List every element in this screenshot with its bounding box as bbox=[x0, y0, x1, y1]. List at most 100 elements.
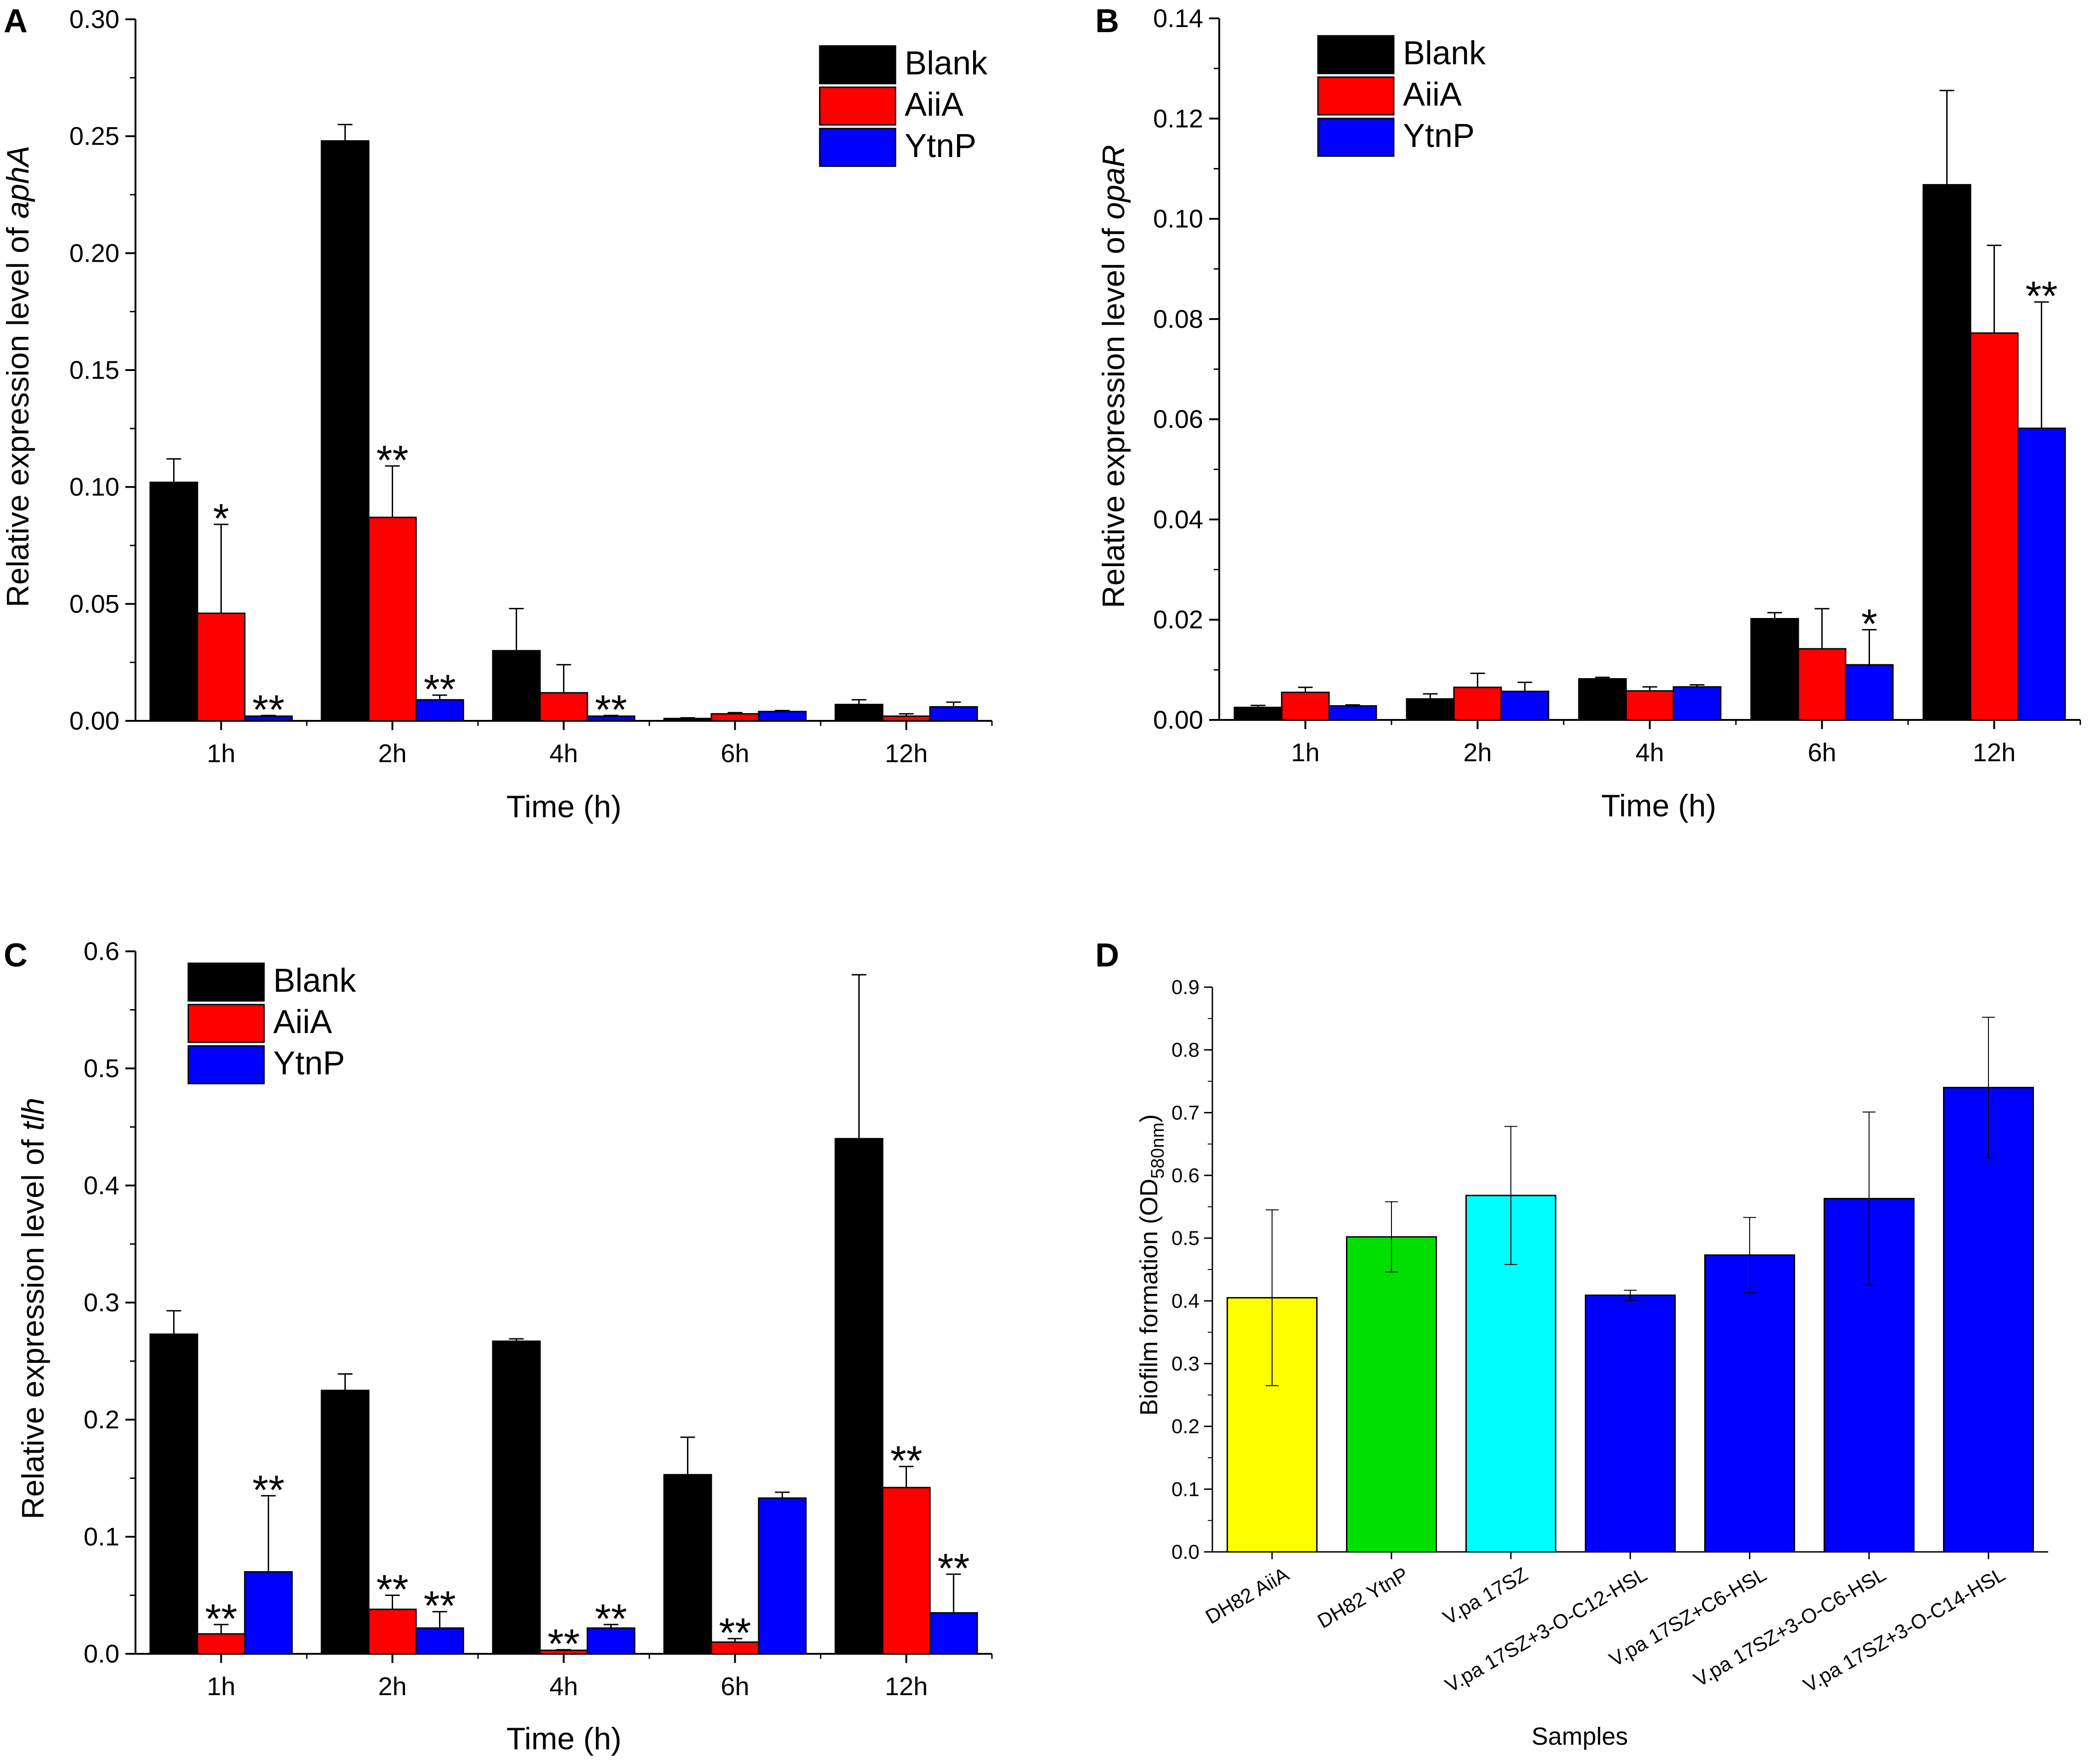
panel-c-letter: C bbox=[4, 937, 28, 974]
significance-mark: ** bbox=[595, 1596, 627, 1642]
panel-d-letter: D bbox=[1095, 937, 1119, 974]
panel-d-y-axis-title: Biofilm formation (OD580nm) bbox=[1135, 1114, 1168, 1416]
panel-b-x-axis-title: Time (h) bbox=[1601, 788, 1717, 823]
bar-blank-4h bbox=[492, 650, 541, 722]
x-tick-label: 2h bbox=[378, 739, 406, 768]
y-tick-label: 0.7 bbox=[1171, 1101, 1200, 1124]
bar-ytnp-1h bbox=[1328, 705, 1377, 721]
panel-a-chart: A Relative expression level of aphA Time… bbox=[0, 3, 993, 824]
bar-aiia-1h bbox=[1281, 691, 1330, 721]
significance-mark: ** bbox=[423, 667, 456, 713]
y-tick-label: 0.10 bbox=[1153, 204, 1203, 233]
y-tick-label: 0.04 bbox=[1153, 505, 1203, 534]
bar-aiia-2h bbox=[368, 1608, 417, 1655]
panel-a-bars bbox=[149, 140, 978, 722]
bar-aiia-1h bbox=[197, 612, 246, 722]
y-tick-label: 0.5 bbox=[84, 1054, 119, 1083]
bar-aiia-12h bbox=[882, 715, 931, 722]
bar-7 bbox=[1943, 1087, 2034, 1553]
panel-a-legend: Blank AiiA YtnP bbox=[819, 45, 988, 167]
bar-aiia-12h bbox=[1970, 332, 2019, 721]
x-tick-label: 6h bbox=[1808, 738, 1836, 767]
panel-b-axes: 0.00 0.02 0.04 0.06 0.08 0.10 0.12 0.14 1h 2h 4h 6h… bbox=[1153, 4, 2081, 767]
legend-swatch-blank bbox=[187, 962, 265, 1002]
bar-blank-12h bbox=[834, 1138, 884, 1655]
panel-d-bars bbox=[1227, 1087, 2034, 1553]
bar-blank-6h bbox=[663, 718, 712, 722]
panel-a-letter: A bbox=[4, 3, 28, 39]
x-tick-label: 6h bbox=[721, 1672, 749, 1701]
panel-a-axes: 0.00 0.05 0.10 0.15 0.20 0.25 0.30 1h 2h 4h 6h 12h bbox=[69, 5, 993, 768]
panel-d-y-axis-sub: 580nm bbox=[1148, 1123, 1168, 1179]
x-tick-label: 1h bbox=[207, 1672, 235, 1701]
y-tick-label: 0.30 bbox=[69, 5, 119, 34]
x-tick-label: 12h bbox=[885, 1672, 928, 1701]
significance-mark: ** bbox=[937, 1546, 969, 1592]
bar-ytnp-12h bbox=[2017, 427, 2066, 721]
bar-aiia-12h bbox=[882, 1487, 931, 1655]
y-tick-label: 0.3 bbox=[84, 1288, 119, 1317]
panel-b-significance-marks: *** bbox=[1861, 274, 2058, 647]
bar-5 bbox=[1704, 1254, 1795, 1553]
y-tick-label: 0.9 bbox=[1171, 976, 1200, 999]
panel-d-y-axis-end: ) bbox=[1135, 1114, 1163, 1123]
panel-c-bars bbox=[149, 1138, 978, 1655]
y-tick-label: 0.14 bbox=[1153, 4, 1203, 33]
legend-label-blank: Blank bbox=[1403, 35, 1486, 72]
y-tick-label: 0.08 bbox=[1153, 304, 1203, 333]
legend-swatch-ytnp bbox=[1317, 118, 1395, 157]
bar-2 bbox=[1346, 1236, 1437, 1553]
y-tick-label: 0.4 bbox=[1171, 1290, 1200, 1312]
bar-aiia-4h bbox=[1625, 690, 1674, 721]
significance-mark: ** bbox=[890, 1438, 922, 1484]
x-tick-label: 1h bbox=[1291, 738, 1319, 767]
bar-blank-6h bbox=[1750, 618, 1799, 721]
y-tick-label: 0.3 bbox=[1171, 1353, 1200, 1375]
x-tick-label: 12h bbox=[885, 739, 928, 768]
bar-blank-1h bbox=[1233, 707, 1283, 721]
bar-blank-6h bbox=[663, 1474, 712, 1655]
x-tick-label: 2h bbox=[1463, 738, 1492, 767]
y-tick-label: 0.05 bbox=[69, 589, 119, 618]
bar-blank-2h bbox=[1406, 698, 1455, 721]
legend-swatch-blank bbox=[1317, 35, 1395, 74]
x-tick-label: V.pa 17SZ+3-O-C6-HSL bbox=[1690, 1563, 1890, 1691]
y-tick-label: 0.25 bbox=[69, 122, 119, 151]
y-tick-label: 0.1 bbox=[84, 1522, 119, 1551]
significance-mark: ** bbox=[205, 1596, 237, 1642]
panel-b-letter: B bbox=[1095, 3, 1119, 39]
x-tick-label: 4h bbox=[549, 1672, 578, 1701]
panel-b-chart: B Relative expression level of opaR Time… bbox=[1095, 3, 2081, 823]
panel-b-bars bbox=[1233, 184, 2066, 721]
x-tick-label: V.pa 17SZ+3-O-C12-HSL bbox=[1442, 1563, 1651, 1697]
panel-c-legend: Blank AiiA YtnP bbox=[187, 962, 356, 1084]
panel-c-y-axis-prefix: Relative expression level of bbox=[16, 1131, 51, 1520]
bar-ytnp-2h bbox=[1500, 691, 1549, 721]
bar-blank-1h bbox=[149, 481, 198, 722]
panel-a-y-axis-prefix: Relative expression level of bbox=[0, 219, 35, 607]
bar-ytnp-2h bbox=[415, 699, 464, 722]
panel-a-error-bars bbox=[166, 124, 961, 719]
y-tick-label: 0.5 bbox=[1171, 1227, 1200, 1250]
panel-b-y-axis-title: Relative expression level of opaR bbox=[1096, 145, 1131, 608]
panel-c-y-axis-title: Relative expression level of tlh bbox=[16, 1098, 51, 1519]
bar-ytnp-4h bbox=[586, 1627, 636, 1655]
legend-swatch-aiia bbox=[819, 86, 896, 126]
significance-mark: * bbox=[1861, 601, 1877, 647]
panel-a-x-axis-title: Time (h) bbox=[507, 789, 622, 824]
bar-ytnp-1h bbox=[244, 1571, 293, 1655]
panel-b-y-axis-gene: opaR bbox=[1096, 145, 1131, 219]
legend-label-aiia: AiiA bbox=[273, 1004, 332, 1040]
significance-mark: ** bbox=[547, 1621, 580, 1667]
x-tick-label: 1h bbox=[207, 739, 235, 768]
y-tick-label: 0.10 bbox=[69, 472, 119, 501]
x-tick-label: 2h bbox=[378, 1672, 406, 1701]
legend-label-ytnp: YtnP bbox=[905, 128, 976, 164]
bar-ytnp-6h bbox=[758, 1497, 807, 1655]
panel-d-y-axis-main: Biofilm formation (OD bbox=[1135, 1179, 1163, 1416]
bar-aiia-4h bbox=[539, 692, 588, 722]
bar-aiia-2h bbox=[1453, 686, 1502, 721]
y-tick-label: 0.1 bbox=[1171, 1478, 1200, 1500]
y-tick-label: 0.02 bbox=[1153, 605, 1203, 634]
